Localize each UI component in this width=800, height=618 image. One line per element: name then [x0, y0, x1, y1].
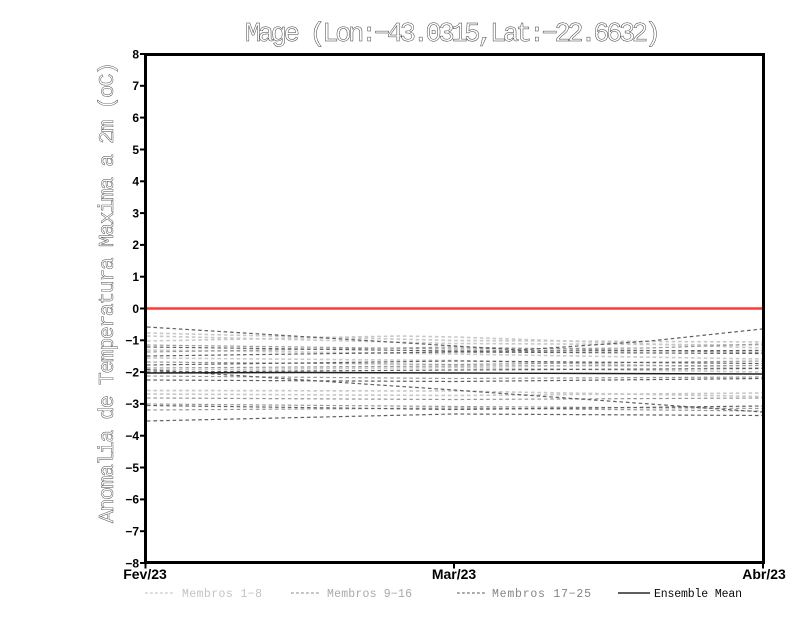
svg-text:4: 4 [132, 175, 139, 189]
svg-text:8: 8 [132, 47, 139, 61]
svg-text:Membros 1−8: Membros 1−8 [182, 588, 262, 601]
svg-text:−2: −2 [125, 365, 139, 379]
svg-text:−3: −3 [125, 397, 139, 411]
svg-text:Anomalia de Temperatura Maxima: Anomalia de Temperatura Maxima a 2m (oC) [96, 62, 120, 523]
svg-text:Fev/23: Fev/23 [123, 566, 167, 582]
svg-text:−1: −1 [125, 334, 139, 348]
svg-text:6: 6 [132, 111, 139, 125]
svg-text:−8: −8 [125, 556, 139, 570]
svg-text:5: 5 [132, 143, 139, 157]
svg-text:1: 1 [132, 270, 139, 284]
svg-text:Membros 17−25: Membros 17−25 [492, 588, 591, 601]
svg-text:3: 3 [132, 206, 139, 220]
svg-text:2: 2 [132, 238, 139, 252]
svg-text:−5: −5 [125, 461, 139, 475]
svg-text:−7: −7 [125, 525, 139, 539]
svg-text:−4: −4 [125, 429, 139, 443]
svg-text:Membros 9−16: Membros 9−16 [327, 588, 412, 601]
svg-text:−6: −6 [125, 493, 139, 507]
svg-text:7: 7 [132, 79, 139, 93]
svg-text:Ensemble Mean: Ensemble Mean [654, 588, 742, 601]
svg-text:Mar/23: Mar/23 [432, 566, 477, 582]
svg-text:Abr/23: Abr/23 [742, 566, 786, 582]
svg-text:0: 0 [132, 302, 139, 316]
svg-text:Mage (Lon:−43.0315,Lat:−22.663: Mage (Lon:−43.0315,Lat:−22.6632) [245, 20, 661, 50]
